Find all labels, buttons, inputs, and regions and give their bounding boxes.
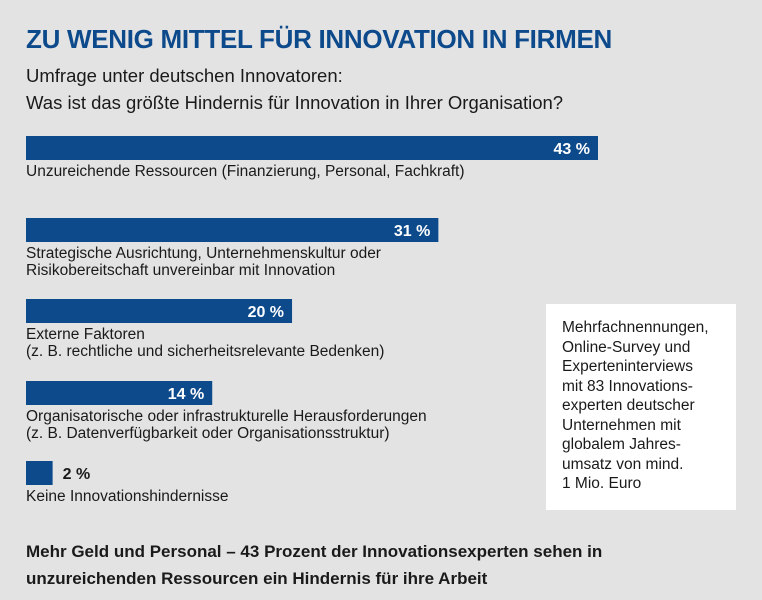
bar-5: [26, 461, 53, 485]
category-label-2: Strategische Ausrichtung, Unternehmensku…: [26, 245, 381, 262]
chart-title: ZU WENIG MITTEL FÜR INNOVATION IN FIRMEN: [26, 24, 612, 54]
note-line: Experteninterviews: [562, 358, 693, 375]
methodology-note: Mehrfachnennungen, Online-Survey und Exp…: [546, 304, 736, 510]
bar-2: [26, 218, 439, 242]
bar-4: [26, 381, 213, 405]
category-label-2: Risikobereitschaft unvereinbar mit Innov…: [26, 262, 335, 279]
category-label-5: Keine Innovationshindernisse: [26, 488, 229, 505]
note-line: Mehrfachnennungen,: [562, 319, 709, 336]
bar-1: [26, 136, 598, 160]
note-line: Unternehmen mit: [562, 416, 681, 434]
note-line: globalem Jahres-: [562, 436, 681, 453]
note-line: experten deutscher: [562, 397, 695, 414]
footer-line-1: Mehr Geld und Personal – 43 Prozent der …: [26, 542, 603, 561]
category-label-1: Unzureichende Ressourcen (Finanzierung, …: [26, 163, 465, 180]
value-label-1: 43 %: [554, 141, 590, 158]
category-label-3: (z. B. rechtliche und sicherheitsrelevan…: [26, 343, 384, 360]
value-label-2: 31 %: [394, 223, 430, 240]
bar-3: [26, 299, 293, 323]
value-label-4: 14 %: [168, 386, 204, 403]
category-label-4: Organisatorische oder infrastrukturelle …: [26, 408, 427, 425]
note-line: umsatz von mind.: [562, 455, 684, 473]
footer-summary: Mehr Geld und Personal – 43 Prozent der …: [26, 538, 602, 592]
subtitle-line-2: Was ist das größte Hindernis für Innovat…: [26, 92, 564, 113]
note-line: Online-Survey und: [562, 338, 691, 356]
category-label-3: Externe Faktoren: [26, 326, 145, 343]
footer-line-2: unzureichenden Ressourcen ein Hindernis …: [26, 569, 488, 588]
category-label-4: (z. B. Datenverfügbarkeit oder Organisat…: [26, 425, 390, 442]
value-label-5: 2 %: [63, 466, 91, 483]
subtitle-line-1: Umfrage unter deutschen Innovatoren:: [26, 65, 343, 86]
note-line: mit 83 Innovations-: [562, 377, 693, 395]
value-label-3: 20 %: [248, 304, 284, 321]
note-line: 1 Mio. Euro: [562, 475, 642, 492]
chart-subtitle: Umfrage unter deutschen Innovatoren: Was…: [26, 62, 563, 116]
